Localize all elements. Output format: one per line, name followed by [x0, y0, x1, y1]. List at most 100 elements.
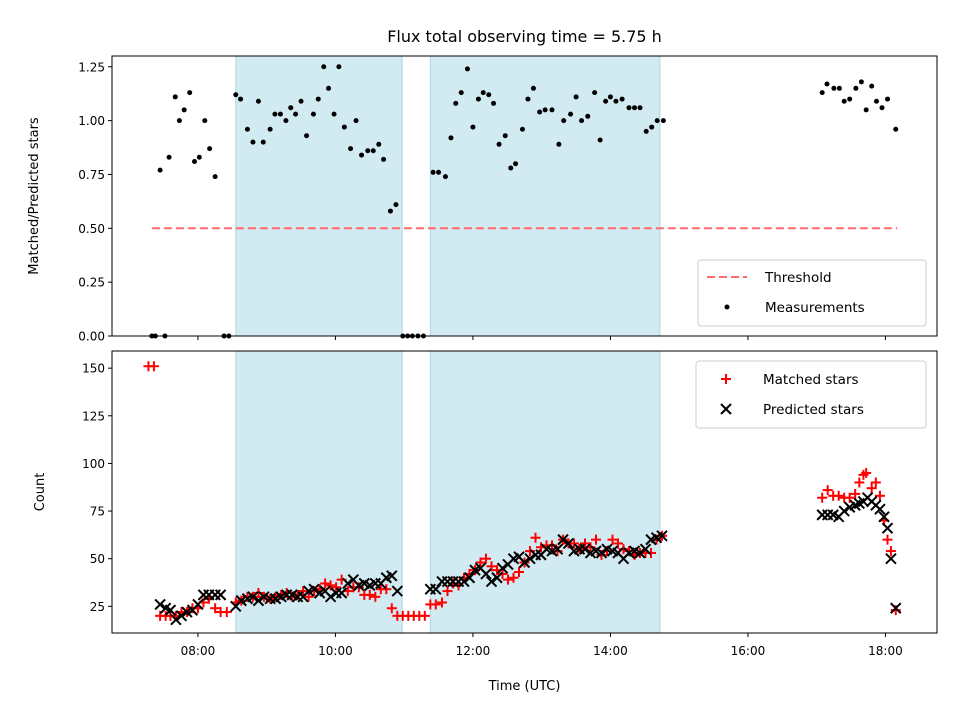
measurement-point	[233, 92, 239, 98]
measurement-point	[585, 113, 591, 119]
matched-star-point	[481, 553, 491, 564]
measurement-point	[336, 64, 342, 70]
measurement-point	[176, 118, 182, 124]
predicted-star-point	[557, 533, 569, 546]
matched-star-point	[833, 490, 844, 501]
predicted-star-point	[881, 522, 894, 534]
y-tick-label: 1.25	[78, 60, 105, 74]
predicted-star-point	[878, 511, 890, 523]
measurement-point	[561, 118, 567, 124]
measurement-point	[879, 105, 885, 111]
measurement-point	[310, 111, 316, 117]
predicted-star-point	[656, 530, 668, 542]
measurement-point	[365, 148, 371, 154]
predicted-star-point	[524, 552, 536, 565]
measurement-point	[448, 135, 454, 141]
measurement-point	[613, 98, 619, 104]
measurement-point	[537, 109, 543, 115]
measurement-point	[283, 118, 289, 124]
shaded-interval-2	[429, 350, 661, 634]
measurement-point	[376, 141, 382, 147]
measurement-point	[893, 126, 899, 132]
predicted-star-point	[430, 583, 442, 595]
predicted-star-point	[391, 585, 404, 597]
predicted-star-point	[885, 552, 897, 565]
measurement-point	[370, 148, 376, 154]
top-axes-frame	[111, 55, 938, 337]
y-tick-label: 25	[90, 600, 105, 614]
y-tick-label: 0.50	[78, 222, 105, 236]
measurement-point	[592, 90, 598, 96]
predicted-star-point	[324, 591, 337, 603]
measurement-point	[453, 100, 459, 106]
measurement-point	[267, 126, 273, 132]
matched-star-point	[850, 488, 861, 499]
matched-star-point	[552, 546, 563, 557]
matched-star-point	[370, 591, 381, 602]
measurement-point	[508, 165, 514, 171]
y-tick-label: 0.00	[78, 330, 105, 344]
y-tick-label: 75	[90, 505, 105, 519]
predicted-star-point	[485, 575, 498, 588]
measurement-point	[549, 107, 555, 113]
matched-star-point	[221, 607, 232, 618]
predicted-star-point	[463, 572, 476, 584]
matched-star-point	[276, 589, 287, 600]
measurement-point	[250, 139, 256, 145]
measurement-point	[869, 83, 875, 89]
predicted-star-point	[496, 562, 509, 574]
measurement-point	[393, 202, 399, 208]
predicted-star-point	[209, 589, 221, 601]
bottom-y-axis-ticks: 25 50 75 100 125 150	[82, 362, 112, 614]
legend-threshold-label: Threshold	[764, 270, 832, 286]
measurement-point	[607, 94, 613, 100]
measurement-point	[187, 90, 193, 96]
predicted-star-point	[480, 568, 492, 580]
legend-matched-label: Matched stars	[763, 372, 859, 388]
y-tick-label: 100	[82, 457, 105, 471]
measurement-point	[649, 124, 655, 130]
x-tick-label: 12:00	[456, 644, 491, 658]
matched-star-point	[591, 534, 601, 545]
predicted-star-point	[595, 547, 608, 559]
predicted-star-point	[175, 610, 188, 622]
matched-star-point	[437, 597, 447, 608]
matched-star-point	[386, 603, 397, 614]
matched-star-point	[817, 492, 828, 503]
matched-star-point	[870, 477, 881, 488]
measurement-point	[486, 92, 492, 98]
measurement-point	[381, 156, 387, 162]
predicted-star-point	[639, 543, 652, 555]
measurement-point	[255, 98, 261, 104]
measurement-point	[573, 94, 579, 100]
matched-star-point	[497, 568, 508, 579]
measurement-point	[858, 79, 864, 85]
predicted-star-point	[247, 591, 259, 603]
predicted-star-point	[164, 604, 177, 616]
predicted-stars-series	[154, 492, 902, 626]
x-axis-label: Time (UTC)	[488, 679, 561, 694]
measurement-point	[207, 146, 213, 152]
measurement-point	[436, 169, 442, 175]
measurement-point	[348, 146, 354, 152]
predicted-star-point	[821, 509, 834, 521]
measurement-point	[464, 66, 470, 72]
measurement-point	[542, 107, 548, 113]
y-tick-label: 0.75	[78, 168, 105, 182]
shaded-interval-1	[235, 55, 403, 337]
legend-measurements-label: Measurements	[765, 300, 865, 316]
measurement-point	[288, 105, 294, 111]
measurement-point	[272, 111, 278, 117]
measurement-point	[260, 139, 266, 145]
matched-star-point	[890, 605, 901, 616]
bottom-axes-frame	[111, 350, 938, 634]
measurement-point	[480, 90, 486, 96]
measurement-point	[353, 118, 359, 124]
measurement-point	[513, 161, 519, 167]
measurement-point	[836, 85, 842, 91]
matched-star-point	[618, 544, 629, 555]
matched-star-point	[148, 361, 159, 372]
predicted-star-point	[518, 556, 531, 569]
predicted-star-point	[308, 583, 320, 595]
